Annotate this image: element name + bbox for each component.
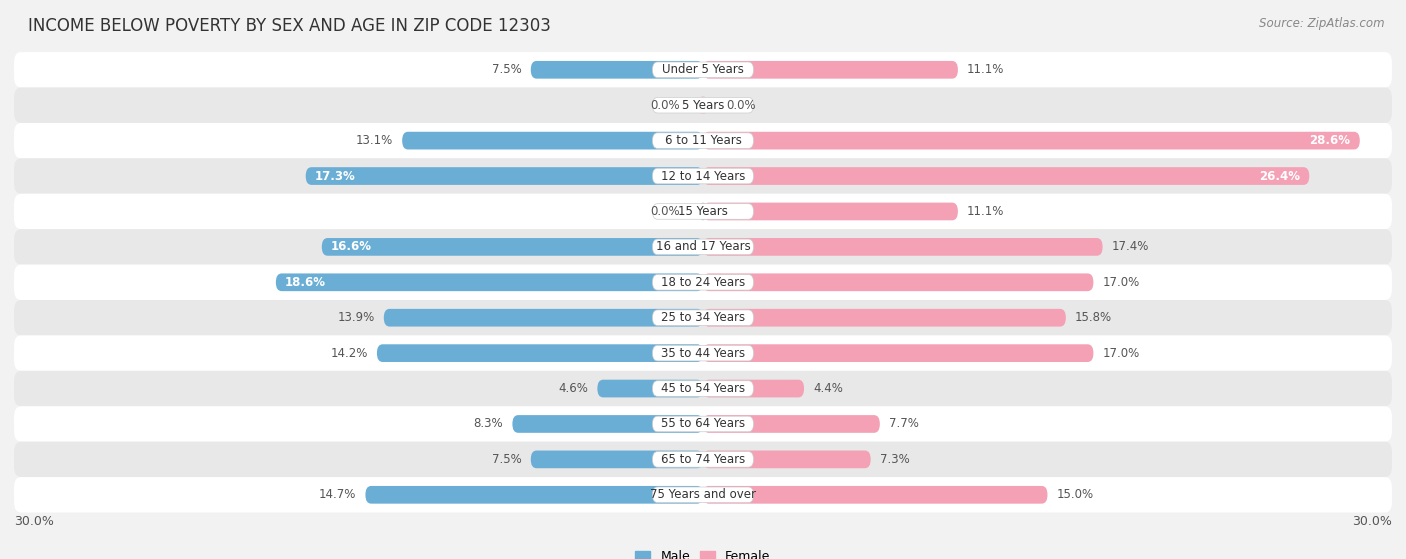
FancyBboxPatch shape: [703, 202, 957, 220]
Text: 30.0%: 30.0%: [14, 515, 53, 528]
Text: 7.7%: 7.7%: [889, 418, 920, 430]
FancyBboxPatch shape: [703, 132, 1360, 149]
FancyBboxPatch shape: [14, 300, 1392, 335]
FancyBboxPatch shape: [652, 168, 754, 184]
Text: 28.6%: 28.6%: [1309, 134, 1351, 147]
FancyBboxPatch shape: [652, 381, 754, 396]
Text: 65 to 74 Years: 65 to 74 Years: [661, 453, 745, 466]
Text: INCOME BELOW POVERTY BY SEX AND AGE IN ZIP CODE 12303: INCOME BELOW POVERTY BY SEX AND AGE IN Z…: [28, 17, 551, 35]
Text: 16 and 17 Years: 16 and 17 Years: [655, 240, 751, 253]
FancyBboxPatch shape: [652, 416, 754, 432]
Text: 0.0%: 0.0%: [725, 99, 755, 112]
Text: 45 to 54 Years: 45 to 54 Years: [661, 382, 745, 395]
Text: 6 to 11 Years: 6 to 11 Years: [665, 134, 741, 147]
FancyBboxPatch shape: [652, 239, 754, 255]
FancyBboxPatch shape: [14, 158, 1392, 194]
FancyBboxPatch shape: [700, 96, 706, 114]
FancyBboxPatch shape: [652, 310, 754, 325]
Text: 12 to 14 Years: 12 to 14 Years: [661, 169, 745, 183]
Text: 4.6%: 4.6%: [558, 382, 588, 395]
Text: Source: ZipAtlas.com: Source: ZipAtlas.com: [1260, 17, 1385, 30]
Text: 13.9%: 13.9%: [337, 311, 374, 324]
FancyBboxPatch shape: [703, 380, 804, 397]
FancyBboxPatch shape: [377, 344, 703, 362]
FancyBboxPatch shape: [703, 451, 870, 468]
Text: 14.7%: 14.7%: [319, 489, 356, 501]
FancyBboxPatch shape: [703, 273, 1094, 291]
FancyBboxPatch shape: [305, 167, 703, 185]
Text: 0.0%: 0.0%: [651, 99, 681, 112]
FancyBboxPatch shape: [703, 344, 1094, 362]
Text: 15.8%: 15.8%: [1076, 311, 1112, 324]
Text: 11.1%: 11.1%: [967, 205, 1004, 218]
FancyBboxPatch shape: [652, 133, 754, 149]
Text: 15.0%: 15.0%: [1057, 489, 1094, 501]
FancyBboxPatch shape: [652, 345, 754, 361]
Text: 25 to 34 Years: 25 to 34 Years: [661, 311, 745, 324]
FancyBboxPatch shape: [703, 238, 1102, 255]
FancyBboxPatch shape: [598, 380, 703, 397]
FancyBboxPatch shape: [652, 452, 754, 467]
Text: 15 Years: 15 Years: [678, 205, 728, 218]
FancyBboxPatch shape: [703, 61, 957, 79]
FancyBboxPatch shape: [14, 194, 1392, 229]
FancyBboxPatch shape: [652, 274, 754, 290]
FancyBboxPatch shape: [512, 415, 703, 433]
FancyBboxPatch shape: [276, 273, 703, 291]
Text: 16.6%: 16.6%: [330, 240, 373, 253]
Text: 17.3%: 17.3%: [315, 169, 356, 183]
FancyBboxPatch shape: [703, 415, 880, 433]
FancyBboxPatch shape: [402, 132, 703, 149]
Text: Under 5 Years: Under 5 Years: [662, 63, 744, 76]
Text: 14.2%: 14.2%: [330, 347, 368, 359]
Text: 26.4%: 26.4%: [1260, 169, 1301, 183]
Text: 5 Years: 5 Years: [682, 99, 724, 112]
FancyBboxPatch shape: [14, 52, 1392, 88]
Text: 17.4%: 17.4%: [1112, 240, 1149, 253]
FancyBboxPatch shape: [14, 371, 1392, 406]
FancyBboxPatch shape: [652, 97, 754, 113]
FancyBboxPatch shape: [652, 487, 754, 503]
FancyBboxPatch shape: [366, 486, 703, 504]
FancyBboxPatch shape: [384, 309, 703, 326]
FancyBboxPatch shape: [14, 335, 1392, 371]
Text: 7.5%: 7.5%: [492, 63, 522, 76]
Text: 18.6%: 18.6%: [285, 276, 326, 289]
FancyBboxPatch shape: [322, 238, 703, 255]
Text: 75 Years and over: 75 Years and over: [650, 489, 756, 501]
FancyBboxPatch shape: [531, 61, 703, 79]
FancyBboxPatch shape: [703, 486, 1047, 504]
FancyBboxPatch shape: [14, 477, 1392, 513]
Text: 17.0%: 17.0%: [1102, 347, 1140, 359]
Text: 11.1%: 11.1%: [967, 63, 1004, 76]
FancyBboxPatch shape: [703, 309, 1066, 326]
FancyBboxPatch shape: [14, 229, 1392, 264]
FancyBboxPatch shape: [531, 451, 703, 468]
Legend: Male, Female: Male, Female: [630, 546, 776, 559]
FancyBboxPatch shape: [14, 88, 1392, 123]
Text: 4.4%: 4.4%: [813, 382, 844, 395]
FancyBboxPatch shape: [14, 264, 1392, 300]
FancyBboxPatch shape: [14, 406, 1392, 442]
Text: 30.0%: 30.0%: [1353, 515, 1392, 528]
FancyBboxPatch shape: [700, 202, 706, 220]
FancyBboxPatch shape: [652, 62, 754, 78]
Text: 8.3%: 8.3%: [474, 418, 503, 430]
Text: 35 to 44 Years: 35 to 44 Years: [661, 347, 745, 359]
FancyBboxPatch shape: [14, 123, 1392, 158]
Text: 7.5%: 7.5%: [492, 453, 522, 466]
FancyBboxPatch shape: [14, 442, 1392, 477]
Text: 55 to 64 Years: 55 to 64 Years: [661, 418, 745, 430]
Text: 18 to 24 Years: 18 to 24 Years: [661, 276, 745, 289]
Text: 7.3%: 7.3%: [880, 453, 910, 466]
Text: 17.0%: 17.0%: [1102, 276, 1140, 289]
Text: 0.0%: 0.0%: [651, 205, 681, 218]
Text: 13.1%: 13.1%: [356, 134, 392, 147]
FancyBboxPatch shape: [703, 167, 1309, 185]
FancyBboxPatch shape: [652, 203, 754, 219]
FancyBboxPatch shape: [700, 96, 706, 114]
